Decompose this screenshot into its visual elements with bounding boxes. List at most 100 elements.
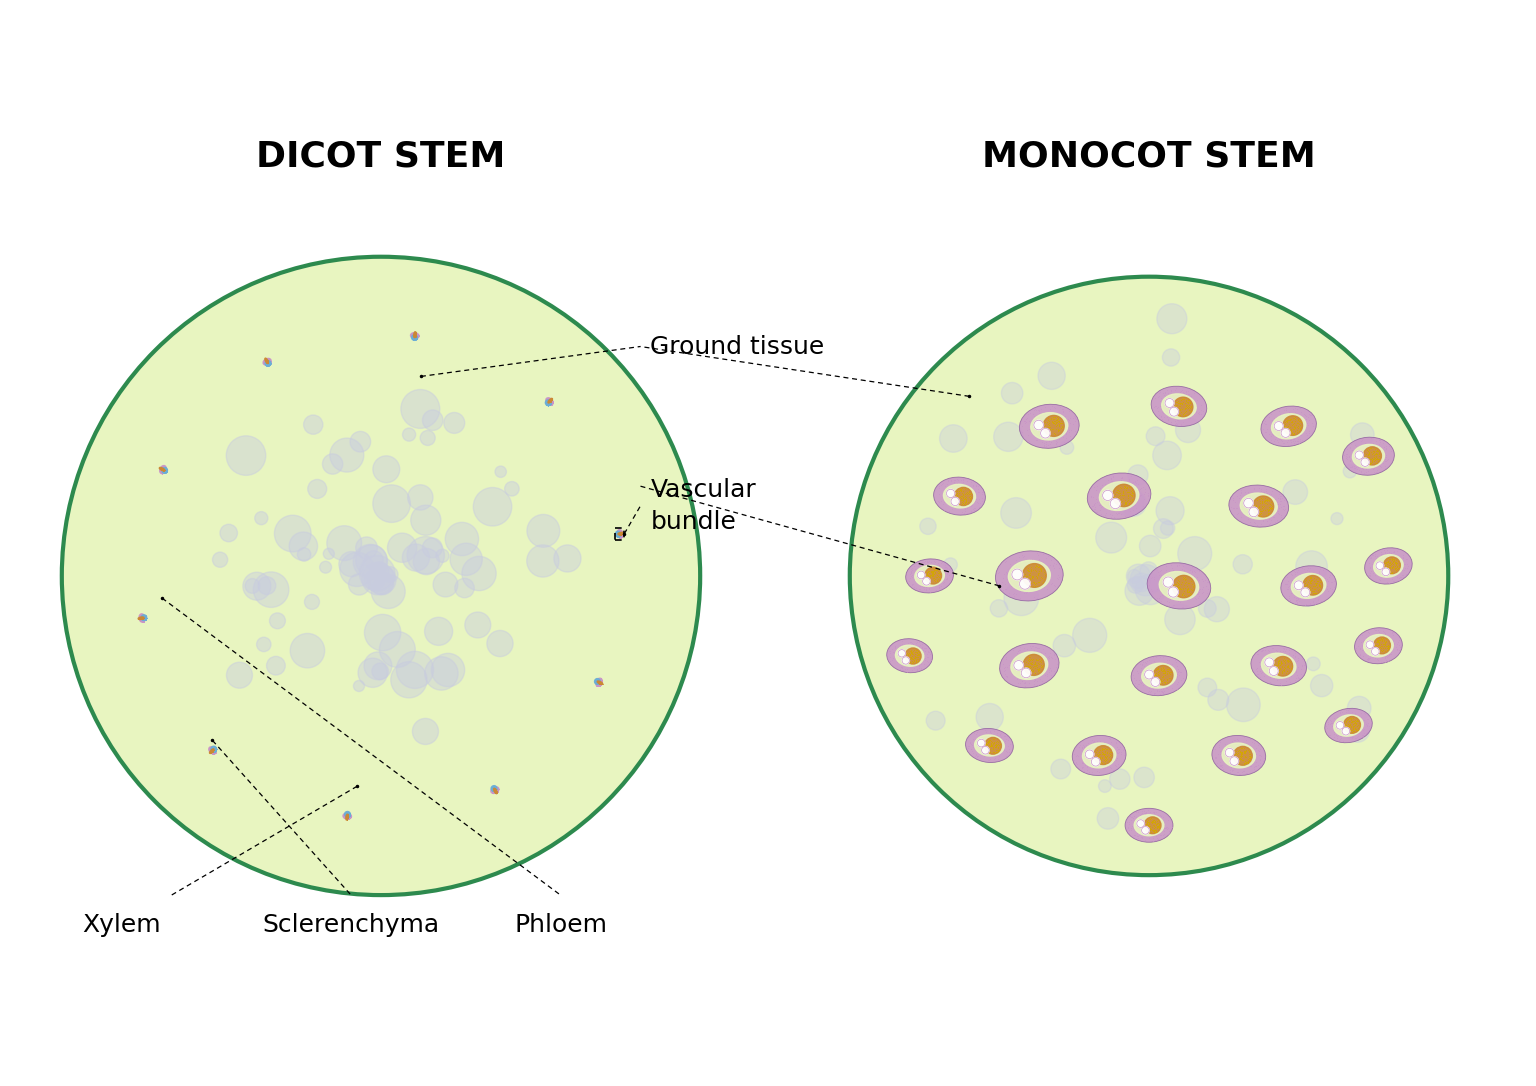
Point <box>152 462 177 479</box>
Point <box>891 647 915 665</box>
Point <box>203 740 227 757</box>
Point <box>611 525 636 542</box>
Point <box>877 648 902 666</box>
Point <box>585 675 610 693</box>
Point <box>1344 721 1369 738</box>
Point <box>127 608 152 626</box>
Point <box>1292 566 1316 583</box>
Point <box>1157 660 1181 678</box>
Circle shape <box>1115 487 1144 516</box>
Point <box>1346 717 1370 734</box>
Point <box>484 780 508 797</box>
Point <box>539 393 564 411</box>
Point <box>1355 651 1379 668</box>
Point <box>1044 412 1069 429</box>
Point <box>1018 651 1043 668</box>
Point <box>401 330 425 348</box>
Point <box>584 674 608 692</box>
Point <box>482 780 507 797</box>
Point <box>919 563 943 580</box>
Point <box>983 736 1008 754</box>
Point <box>538 392 562 409</box>
Point <box>1252 505 1276 522</box>
Point <box>535 392 559 409</box>
Point <box>1146 818 1170 835</box>
Point <box>1092 741 1117 758</box>
Point <box>610 527 634 544</box>
Point <box>1149 393 1174 411</box>
Point <box>1146 403 1170 420</box>
Point <box>998 735 1023 753</box>
Point <box>1218 498 1243 516</box>
Point <box>1293 418 1318 435</box>
Point <box>151 462 175 479</box>
Point <box>922 561 946 579</box>
Point <box>1249 748 1273 766</box>
Point <box>151 463 175 480</box>
Point <box>1213 736 1238 754</box>
Point <box>605 522 630 540</box>
Point <box>131 607 155 624</box>
Point <box>1032 570 1057 588</box>
Point <box>1329 727 1353 744</box>
Point <box>200 743 224 760</box>
Point <box>607 529 631 546</box>
Point <box>587 677 611 694</box>
Point <box>608 526 633 543</box>
Point <box>585 672 610 690</box>
Point <box>1235 754 1260 771</box>
Point <box>402 328 427 345</box>
Point <box>332 806 356 823</box>
Point <box>1169 392 1193 409</box>
Point <box>1169 585 1193 603</box>
Point <box>1140 817 1164 834</box>
Point <box>338 806 362 823</box>
Point <box>203 741 227 758</box>
Point <box>1132 480 1157 497</box>
Point <box>152 462 177 479</box>
Point <box>484 779 508 796</box>
Point <box>905 570 929 588</box>
Point <box>481 780 505 797</box>
Point <box>484 783 508 800</box>
Point <box>1264 416 1289 433</box>
Point <box>883 639 908 656</box>
Point <box>1270 425 1295 442</box>
Point <box>1040 420 1064 438</box>
Point <box>1141 817 1166 834</box>
Point <box>1017 658 1041 675</box>
Point <box>484 780 508 797</box>
Point <box>253 353 278 370</box>
Point <box>1075 743 1100 760</box>
Point <box>919 563 943 580</box>
Point <box>253 352 278 369</box>
Point <box>1135 488 1160 505</box>
Point <box>404 327 429 344</box>
Point <box>1097 729 1121 746</box>
Point <box>536 395 561 413</box>
Point <box>1041 413 1066 430</box>
Point <box>200 740 224 757</box>
Point <box>1032 564 1057 581</box>
Point <box>149 464 174 481</box>
Point <box>906 569 931 586</box>
Point <box>131 614 155 631</box>
Point <box>1114 479 1138 496</box>
Point <box>253 351 278 368</box>
Point <box>607 528 631 545</box>
Point <box>127 610 152 628</box>
Point <box>198 743 223 760</box>
Point <box>942 471 966 489</box>
Point <box>1028 422 1052 440</box>
Point <box>1061 745 1086 762</box>
Point <box>1098 743 1123 760</box>
Point <box>335 807 359 824</box>
Point <box>336 810 361 828</box>
Point <box>1349 711 1373 729</box>
Point <box>1376 545 1401 563</box>
Point <box>1213 749 1238 767</box>
Point <box>1075 738 1100 756</box>
Point <box>1367 643 1392 660</box>
Point <box>255 353 280 370</box>
Point <box>336 806 361 823</box>
